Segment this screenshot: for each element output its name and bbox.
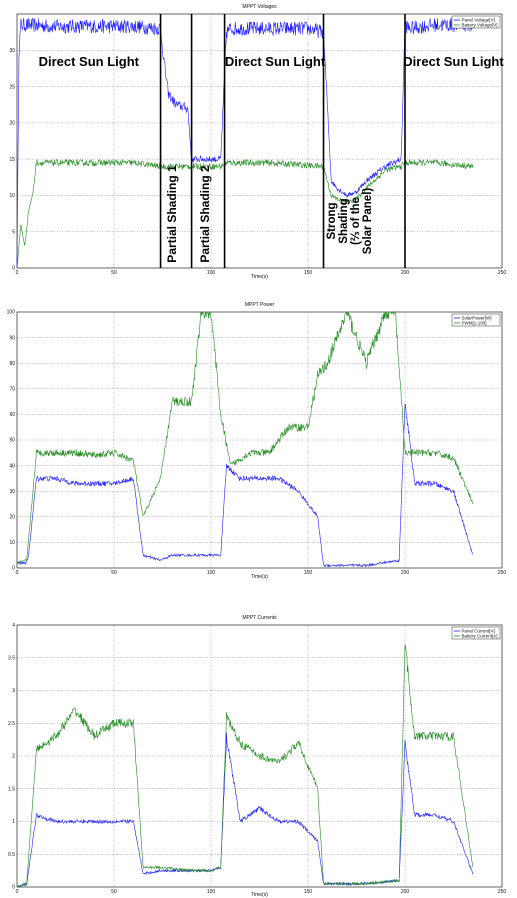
annotation-partial-shading-2: Partial Shading 2 bbox=[198, 165, 212, 263]
series-line-1 bbox=[16, 732, 474, 888]
legend-entry: Panel Voltage[V] bbox=[462, 18, 495, 23]
x-tick-label: 100 bbox=[207, 570, 216, 576]
y-tick-label: 0 bbox=[12, 266, 15, 272]
y-tick-label: 20 bbox=[9, 121, 15, 127]
chart-panel-2: 0 50 100 150 200 250 0 10 20 30 40 50 60 70 80 90 100 MPP… bbox=[7, 302, 507, 580]
annotation-strong-shading-line: Solar Panel) bbox=[362, 188, 374, 255]
x-tick-label: 200 bbox=[401, 889, 410, 895]
x-tick-label: 150 bbox=[304, 889, 313, 895]
y-tick-label: 80 bbox=[9, 361, 15, 367]
x-tick-label: 0 bbox=[16, 889, 19, 895]
legend-entry: Battery Current[A] bbox=[462, 634, 498, 639]
x-axis-label: Time(s) bbox=[251, 892, 268, 898]
x-tick-label: 50 bbox=[111, 889, 117, 895]
annotation-partial-shading-1: Partial Shading 1 bbox=[165, 165, 179, 263]
y-tick-label: 30 bbox=[9, 489, 15, 495]
x-tick-label: 150 bbox=[304, 570, 313, 576]
chart-title: MPPT Power bbox=[245, 302, 275, 308]
x-tick-label: 100 bbox=[207, 270, 216, 276]
legend-box bbox=[451, 313, 501, 327]
y-tick-label: 30 bbox=[9, 48, 15, 54]
y-tick-label: 100 bbox=[7, 310, 16, 316]
annotation-direct-sun-3: Direct Sun Light bbox=[403, 54, 504, 69]
annotation-direct-sun-2: Direct Sun Light bbox=[225, 54, 326, 69]
x-tick-label: 0 bbox=[16, 570, 19, 576]
y-tick-label: 90 bbox=[9, 335, 15, 341]
legend-box bbox=[451, 626, 501, 640]
x-tick-label: 100 bbox=[207, 889, 216, 895]
annotation-strong-shading-line: (⅔ of the bbox=[350, 197, 362, 245]
x-tick-label: 250 bbox=[498, 889, 507, 895]
y-tick-label: 3 bbox=[12, 688, 15, 694]
y-tick-label: 1 bbox=[12, 819, 15, 825]
y-tick-label: 15 bbox=[9, 157, 15, 163]
legend-entry: PWM[1-100] bbox=[462, 321, 487, 326]
y-tick-label: 1.5 bbox=[8, 786, 15, 792]
x-tick-label: 50 bbox=[111, 570, 117, 576]
y-tick-label: 5 bbox=[12, 229, 15, 235]
x-axis-label: Time(s) bbox=[251, 574, 268, 580]
legend: SolarPower[W]PWM[1-100] bbox=[451, 313, 501, 327]
x-tick-label: 200 bbox=[401, 270, 410, 276]
y-tick-label: 20 bbox=[9, 515, 15, 521]
series-line-1 bbox=[16, 403, 474, 568]
y-tick-label: 0 bbox=[12, 566, 15, 572]
y-tick-label: 0.5 bbox=[8, 852, 15, 858]
y-tick-label: 10 bbox=[9, 193, 15, 199]
series-line-2 bbox=[16, 310, 474, 565]
series-line-1 bbox=[16, 17, 474, 269]
legend-entry: Panel Current[A] bbox=[462, 629, 495, 634]
y-tick-label: 60 bbox=[9, 412, 15, 418]
x-tick-label: 50 bbox=[111, 270, 117, 276]
annotation-strong-shading-line: Shading bbox=[338, 198, 350, 243]
y-tick-label: 25 bbox=[9, 84, 15, 90]
y-tick-label: 2 bbox=[12, 754, 15, 760]
legend: Panel Current[A]Battery Current[A] bbox=[451, 626, 501, 640]
annotation-strong-shading-line: Strong bbox=[326, 202, 338, 239]
legend-entry: Battery Voltage[V] bbox=[462, 23, 498, 28]
x-tick-label: 150 bbox=[304, 270, 313, 276]
annotation-direct-sun-1: Direct Sun Light bbox=[39, 54, 140, 69]
x-tick-label: 250 bbox=[498, 570, 507, 576]
y-tick-label: 0 bbox=[12, 885, 15, 891]
y-tick-label: 2.5 bbox=[8, 721, 15, 727]
y-tick-label: 3.5 bbox=[8, 655, 15, 661]
legend-entry: SolarPower[W] bbox=[462, 316, 492, 321]
chart-title: MPPT Currents bbox=[242, 615, 277, 621]
legend: Panel Voltage[V]Battery Voltage[V] bbox=[451, 15, 501, 29]
y-tick-label: 50 bbox=[9, 438, 15, 444]
y-tick-label: 4 bbox=[12, 623, 15, 629]
series-line-2 bbox=[16, 158, 474, 268]
chart-title: MPPT Voltages bbox=[242, 4, 277, 10]
x-tick-label: 250 bbox=[498, 270, 507, 276]
y-tick-label: 40 bbox=[9, 463, 15, 469]
chart-panel-3: 0 50 100 150 200 250 0 0.5 1 1.5 2 2.5 3 3.5 4 MPPT Cur… bbox=[8, 615, 506, 898]
chart-panel-1: 0 50 100 150 200 250 0 5 10 15 20 25 30 MPPT Voltages… bbox=[9, 4, 506, 280]
series-line-2 bbox=[16, 644, 474, 888]
plot-area bbox=[16, 13, 503, 269]
x-axis-label: Time(s) bbox=[251, 274, 268, 280]
x-tick-label: 200 bbox=[401, 570, 410, 576]
x-tick-label: 0 bbox=[16, 270, 19, 276]
y-tick-label: 10 bbox=[9, 540, 15, 546]
y-tick-label: 70 bbox=[9, 387, 15, 393]
legend-box bbox=[451, 15, 501, 29]
